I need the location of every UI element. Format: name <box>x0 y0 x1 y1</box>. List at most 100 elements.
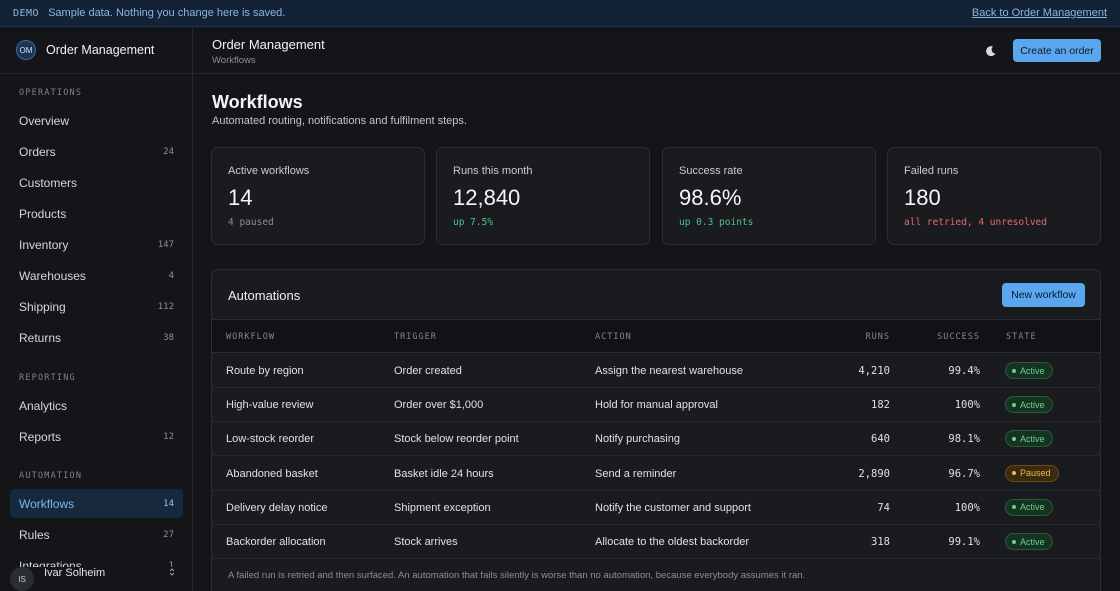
section-reporting: REPORTING <box>19 373 76 383</box>
workflow-trigger: Stock arrives <box>394 536 458 548</box>
sidebar: OM Order Management OPERATIONS Overview … <box>0 27 193 591</box>
workflow-runs: 318 <box>871 536 890 548</box>
column-header-action[interactable]: ACTION <box>595 332 632 342</box>
table-row[interactable]: Backorder allocation Stock arrives Allocat… <box>212 525 1100 559</box>
status-label: Active <box>1020 502 1045 513</box>
workflow-success: 99.1% <box>948 536 980 548</box>
workflow-success: 96.7% <box>948 467 980 480</box>
workflow-runs: 640 <box>871 433 890 446</box>
workflow-trigger: Basket idle 24 hours <box>394 467 494 480</box>
automations-footnote: A failed run is retried and then surface… <box>228 570 806 581</box>
moon-icon[interactable] <box>984 44 998 58</box>
column-header-workflow[interactable]: WORKFLOW <box>226 332 275 342</box>
create-order-button[interactable]: Create an order <box>1013 39 1101 62</box>
page-title: Workflows <box>212 92 303 112</box>
stat-value: 12,840 <box>453 185 521 210</box>
stat-card-active-workflows: Active workflows 14 4 paused <box>211 147 425 245</box>
sidebar-item-inventory[interactable]: Inventory 147 <box>10 230 183 259</box>
breadcrumb: Workflows <box>212 55 256 66</box>
workflow-action: Notify the customer and support <box>595 501 751 514</box>
brand-logo: OM <box>16 40 36 60</box>
sidebar-item-count: 24 <box>163 146 174 157</box>
workflow-trigger: Stock below reorder point <box>394 433 519 446</box>
demo-tag: DEMO <box>13 7 40 19</box>
workflow-name: Backorder allocation <box>226 536 326 548</box>
sidebar-item-count: 38 <box>163 332 174 343</box>
workflow-runs: 4,210 <box>858 365 890 377</box>
brand[interactable]: OM Order Management <box>0 27 192 74</box>
sidebar-item-orders[interactable]: Orders 24 <box>10 137 183 166</box>
workflow-runs: 182 <box>871 399 890 412</box>
status-dot-icon <box>1012 436 1016 441</box>
stat-value: 98.6% <box>679 185 742 210</box>
table-row[interactable]: Abandoned basket Basket idle 24 hours Send… <box>212 457 1100 491</box>
status-badge: Active <box>1005 533 1053 550</box>
status-label: Active <box>1020 399 1045 410</box>
table-row[interactable]: Route by region Order created Assign the n… <box>212 354 1100 388</box>
sidebar-item-workflows[interactable]: Workflows 14 <box>10 489 183 518</box>
sidebar-item-count: 12 <box>163 431 174 442</box>
stat-note: up 0.3 points <box>679 217 754 228</box>
stat-note: all retried, 4 unresolved <box>904 217 1047 228</box>
table-row[interactable]: Low-stock reorder Stock below reorder poi… <box>212 422 1100 457</box>
column-header-runs[interactable]: RUNS <box>865 332 890 342</box>
sidebar-item-label: Analytics <box>19 398 68 413</box>
new-workflow-button[interactable]: New workflow <box>1002 283 1085 307</box>
workflow-action: Assign the nearest warehouse <box>595 365 743 377</box>
workflow-success: 99.4% <box>948 365 980 377</box>
sidebar-item-count: 1 <box>168 560 174 571</box>
sidebar-item-analytics[interactable]: Analytics <box>10 391 183 420</box>
workflow-name: Delivery delay notice <box>226 501 328 514</box>
workflow-trigger: Order over $1,000 <box>394 399 484 412</box>
status-dot-icon <box>1012 402 1016 407</box>
header-title: Order Management <box>212 37 325 52</box>
sidebar-item-reports[interactable]: Reports 12 <box>10 422 183 451</box>
workflow-trigger: Shipment exception <box>394 501 491 514</box>
expand-icon <box>167 567 177 580</box>
sidebar-item-label: Customers <box>19 175 78 190</box>
avatar: IS <box>10 567 34 591</box>
column-header-success[interactable]: SUCCESS <box>937 332 980 342</box>
sidebar-item-label: Workflows <box>19 496 75 511</box>
sidebar-item-count: 14 <box>163 498 174 509</box>
automations-title: Automations <box>228 288 301 303</box>
workflow-success: 98.1% <box>948 433 980 446</box>
automations-panel: Automations New workflow WORKFLOW TRIGGE… <box>211 269 1101 591</box>
sidebar-item-label: Returns <box>19 330 62 345</box>
stat-card-success-rate: Success rate 98.6% up 0.3 points <box>662 147 876 245</box>
workflow-success: 100% <box>954 399 980 412</box>
stat-value: 14 <box>228 185 253 210</box>
sidebar-item-customers[interactable]: Customers <box>10 168 183 197</box>
table-row[interactable]: Delivery delay notice Shipment exception N… <box>212 491 1100 525</box>
status-dot-icon <box>1012 539 1016 544</box>
brand-name: Order Management <box>46 43 155 57</box>
sidebar-item-label: Products <box>19 206 67 221</box>
sidebar-item-label: Shipping <box>19 299 66 314</box>
stat-note: 4 paused <box>228 217 274 228</box>
sidebar-item-label: Warehouses <box>19 268 86 283</box>
workflow-name: Abandoned basket <box>226 467 318 480</box>
sidebar-item-returns[interactable]: Returns 38 <box>10 323 183 352</box>
workflow-name: Route by region <box>226 365 304 377</box>
back-link[interactable]: Back to Order Management <box>971 7 1107 19</box>
sidebar-item-rules[interactable]: Rules 27 <box>10 520 183 549</box>
workflow-name: High-value review <box>226 399 314 412</box>
user-name: Ivar Solheim <box>44 567 106 579</box>
workflow-action: Notify purchasing <box>595 433 680 446</box>
workflow-success: 100% <box>954 501 980 514</box>
sidebar-item-count: 4 <box>168 270 174 281</box>
stat-label: Active workflows <box>228 165 310 177</box>
status-badge: Active <box>1005 396 1053 414</box>
sidebar-item-count: 112 <box>157 301 174 312</box>
workflow-action: Hold for manual approval <box>595 399 718 412</box>
sidebar-item-warehouses[interactable]: Warehouses 4 <box>10 261 183 290</box>
table-row[interactable]: High-value review Order over $1,000 Hold f… <box>212 388 1100 423</box>
user-menu[interactable]: IS Ivar Solheim <box>0 567 192 591</box>
status-badge: Active <box>1005 430 1053 448</box>
column-header-trigger[interactable]: TRIGGER <box>394 332 437 342</box>
top-header: Order Management Workflows Create an ord… <box>193 27 1120 74</box>
sidebar-item-overview[interactable]: Overview <box>10 106 183 135</box>
sidebar-item-shipping[interactable]: Shipping 112 <box>10 292 183 321</box>
sidebar-item-products[interactable]: Products <box>10 199 183 228</box>
column-header-state[interactable]: STATE <box>1006 332 1037 342</box>
